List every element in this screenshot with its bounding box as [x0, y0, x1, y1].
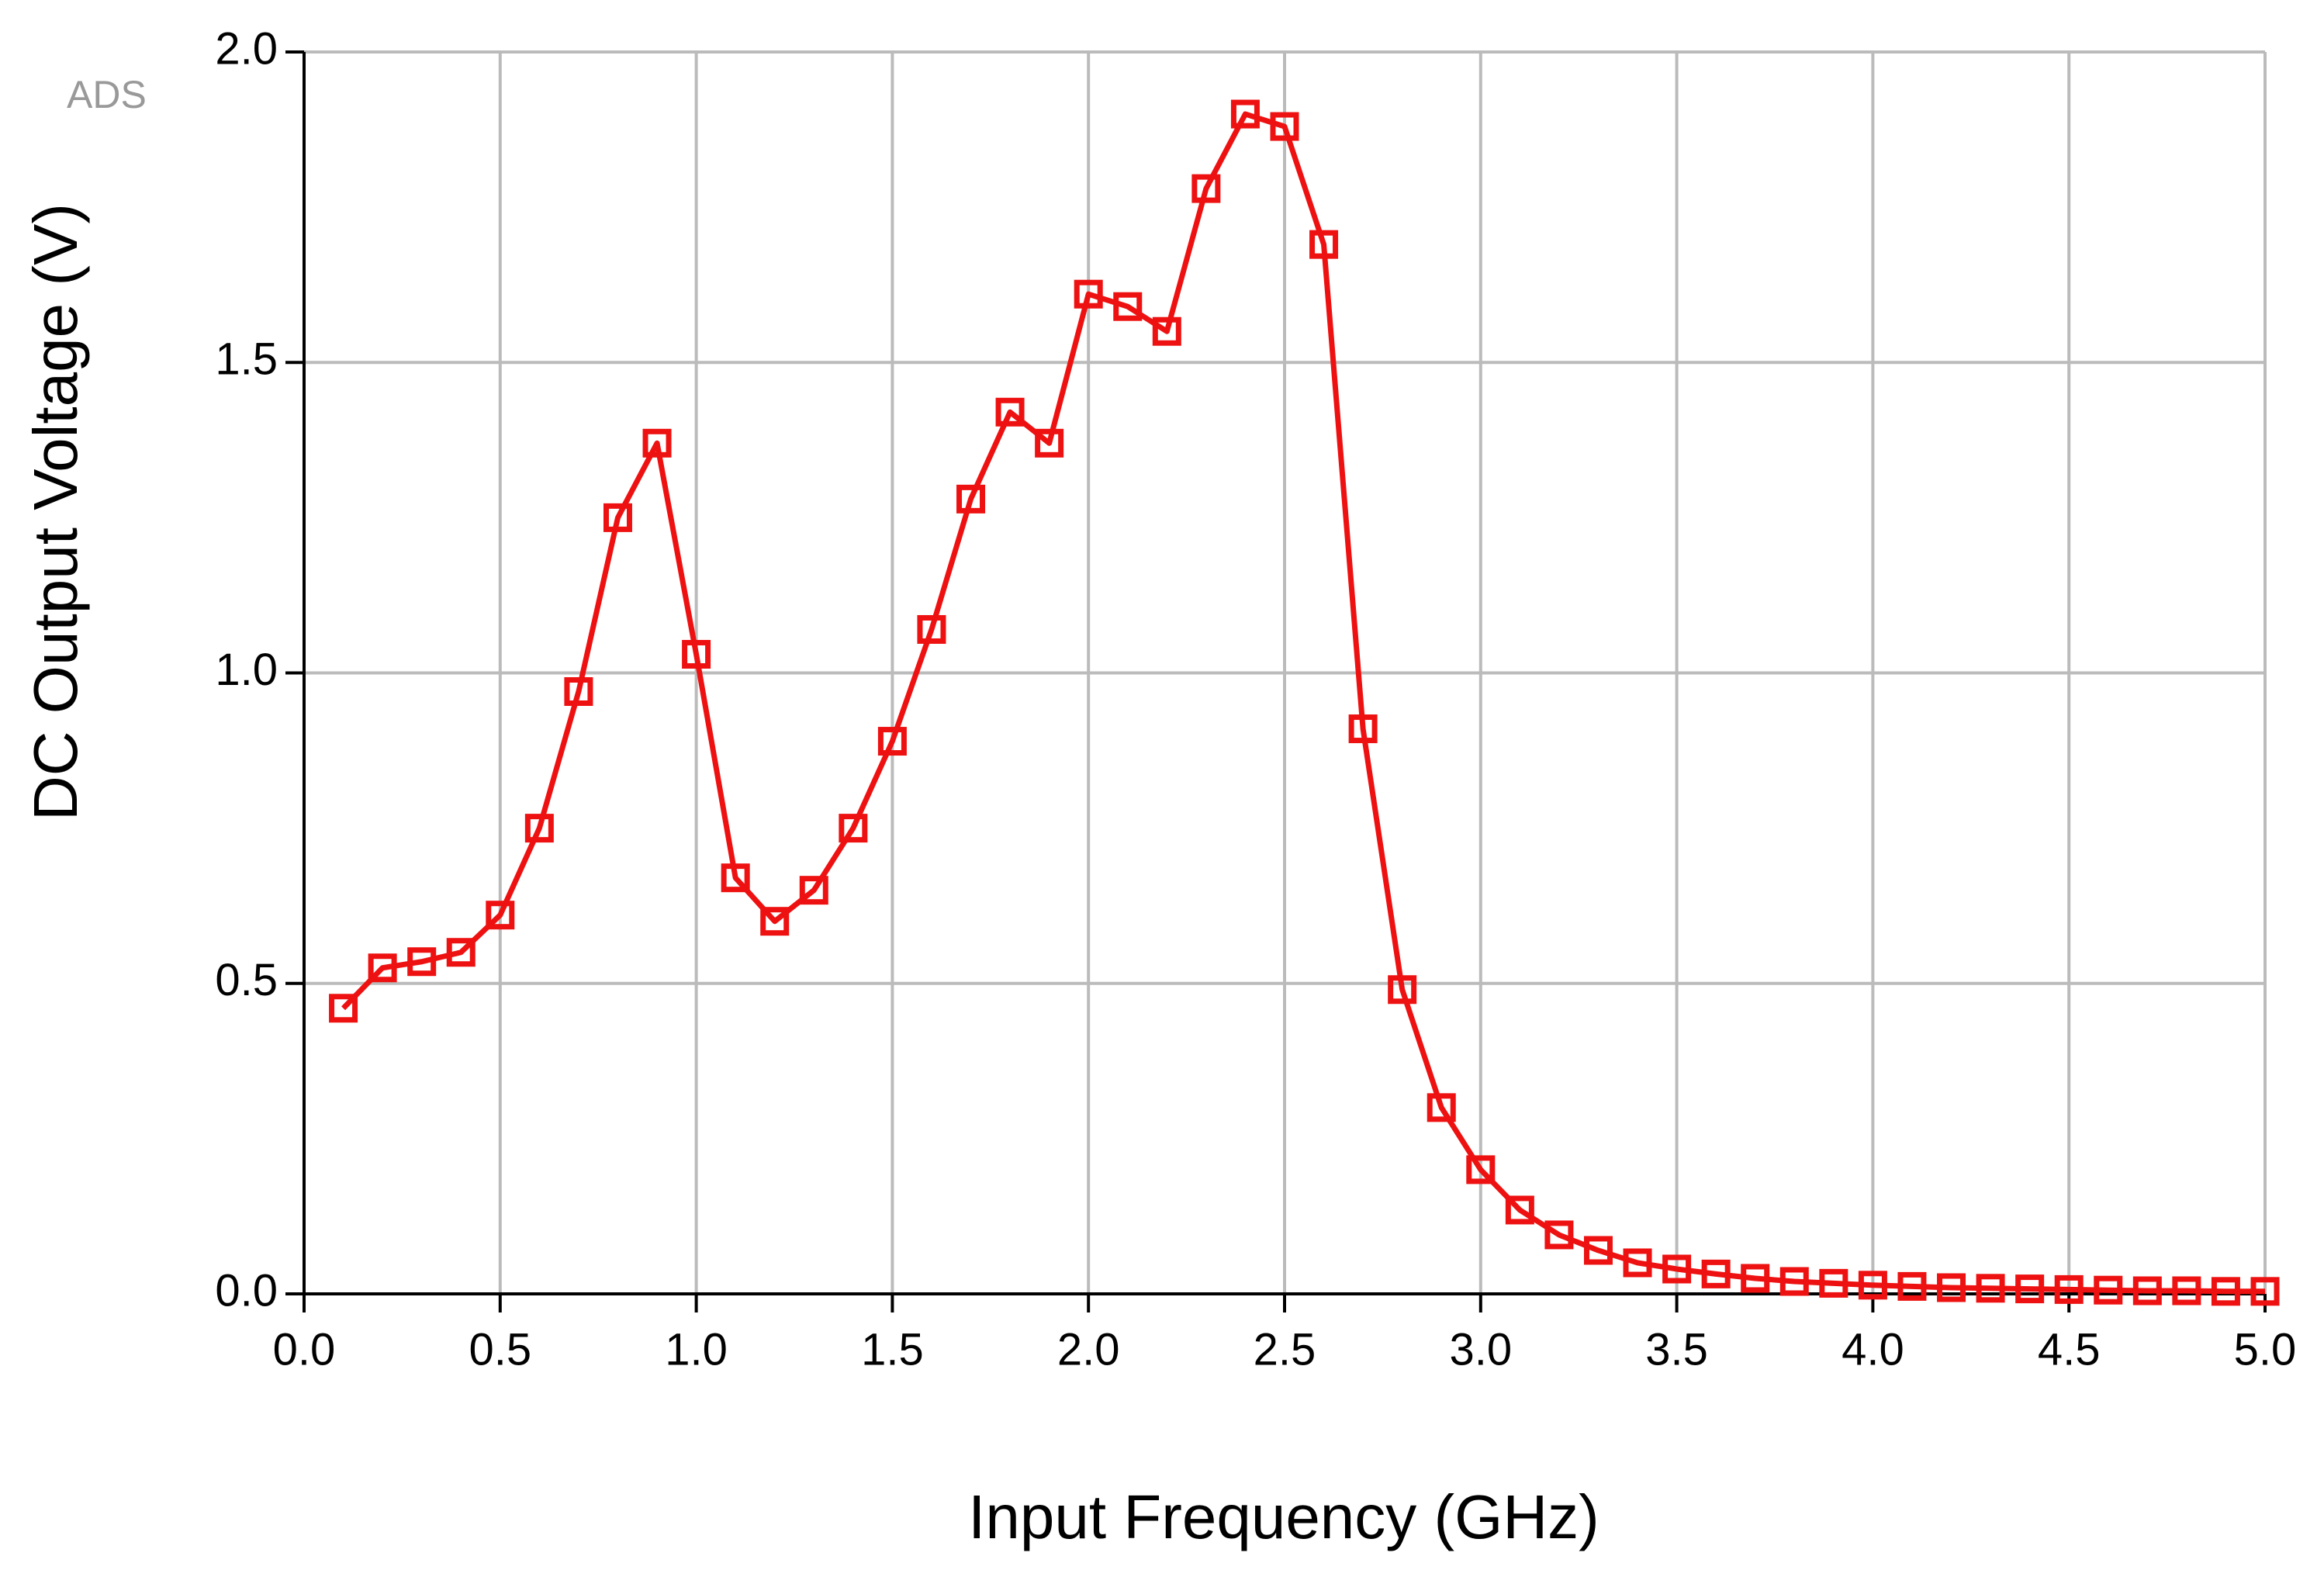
x-tick-label: 0.0	[273, 1324, 336, 1375]
data-marker	[1583, 1236, 1613, 1265]
data-marker	[564, 677, 593, 707]
x-tick-label: 3.0	[1449, 1324, 1512, 1375]
data-marker	[877, 727, 907, 756]
data-marker	[1191, 174, 1221, 203]
data-marker	[1779, 1267, 1809, 1296]
data-marker	[2172, 1276, 2201, 1306]
x-tick-label: 0.5	[469, 1324, 531, 1375]
data-marker	[642, 428, 672, 458]
x-tick-label: 2.0	[1057, 1324, 1120, 1375]
data-marker	[1544, 1220, 1574, 1250]
y-tick-label: 1.0	[215, 645, 278, 695]
data-marker	[1035, 428, 1064, 458]
data-marker	[1662, 1254, 1692, 1284]
data-marker	[407, 947, 437, 977]
data-marker	[1858, 1271, 1887, 1300]
data-marker	[1623, 1248, 1652, 1278]
data-marker	[368, 953, 397, 983]
y-tick-label: 1.5	[215, 334, 278, 385]
data-marker	[2132, 1276, 2162, 1306]
x-tick-label: 3.5	[1645, 1324, 1708, 1375]
y-tick-label: 0.0	[215, 1265, 278, 1316]
data-marker	[1230, 99, 1260, 129]
data-marker	[486, 901, 515, 930]
data-marker	[1309, 230, 1339, 259]
x-tick-label: 5.0	[2234, 1324, 2297, 1375]
data-marker	[446, 938, 476, 967]
x-tick-label: 2.5	[1254, 1324, 1316, 1375]
data-marker	[1897, 1271, 1927, 1301]
data-marker	[839, 814, 868, 843]
data-marker	[1427, 1093, 1456, 1122]
data-marker	[1074, 279, 1103, 309]
data-marker	[1819, 1268, 1848, 1298]
data-marker	[799, 876, 828, 905]
data-marker	[603, 503, 632, 532]
y-tick-label: 2.0	[215, 23, 278, 74]
data-marker	[2054, 1274, 2084, 1304]
data-marker	[956, 484, 986, 514]
data-marker	[1388, 975, 1417, 1005]
data-marker	[721, 863, 750, 893]
data-marker	[329, 994, 358, 1023]
data-marker	[2015, 1274, 2045, 1304]
data-marker	[682, 639, 711, 669]
data-marker	[760, 907, 790, 936]
x-tick-label: 4.0	[1842, 1324, 1904, 1375]
data-marker	[1937, 1273, 1966, 1302]
data-marker	[1270, 112, 1299, 141]
data-marker	[995, 397, 1025, 427]
grid	[303, 50, 2267, 1295]
x-tick-label: 1.0	[665, 1324, 728, 1375]
data-marker	[2250, 1277, 2280, 1306]
data-line	[341, 111, 2265, 1295]
data-marker	[1976, 1274, 2005, 1303]
x-axis-title: Input Frequency (GHz)	[968, 1482, 1599, 1551]
data-marker	[1113, 292, 1143, 321]
data-marker	[1701, 1259, 1731, 1288]
y-tick-label: 0.5	[215, 955, 278, 1005]
data-marker	[1152, 316, 1181, 346]
data-marker	[917, 614, 946, 644]
data-marker	[2211, 1277, 2240, 1306]
data-marker	[1505, 1195, 1534, 1225]
watermark: ADS	[67, 73, 147, 116]
data-marker	[2094, 1275, 2123, 1305]
data-marker	[524, 814, 554, 843]
data-marker	[1348, 714, 1378, 744]
x-tick-label: 1.5	[861, 1324, 924, 1375]
data-marker	[1741, 1264, 1770, 1293]
data-marker	[1466, 1155, 1496, 1184]
y-axis-title: DC Output Voltage (V)	[21, 203, 90, 821]
x-tick-label: 4.5	[2038, 1324, 2101, 1375]
